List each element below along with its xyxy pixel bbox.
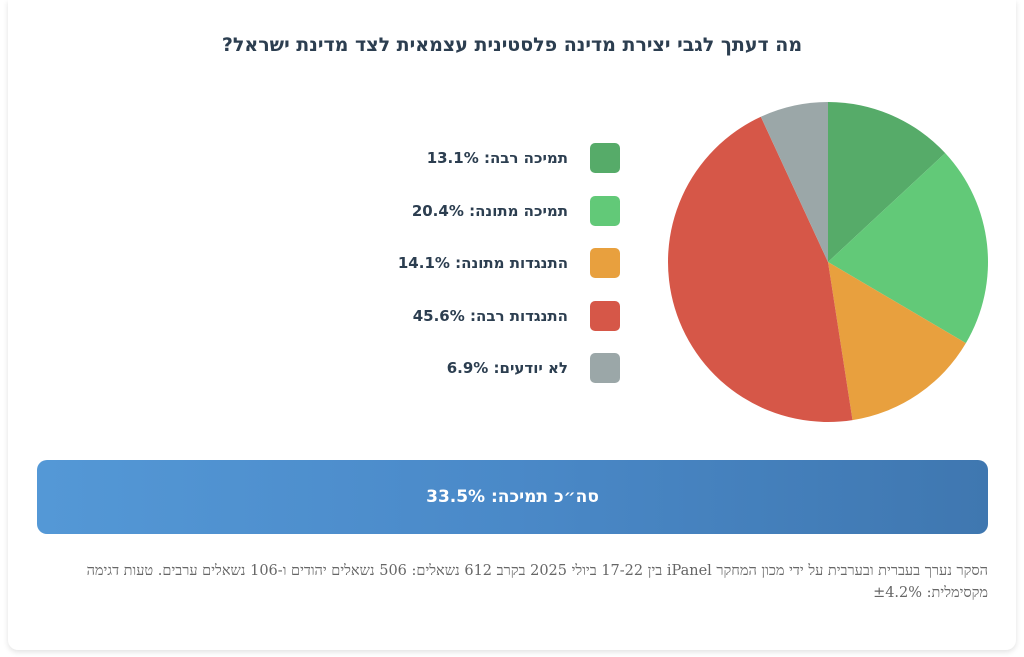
legend-label: תמיכה רבה: 13.1% bbox=[426, 149, 568, 167]
legend-value: 45.6% bbox=[412, 306, 465, 325]
chart-title: מה דעתך לגבי יצירת מדינה פלסטינית עצמאית… bbox=[221, 34, 803, 56]
total-support-text: סה״כ תמיכה: 33.5% bbox=[426, 487, 599, 507]
legend-item-1: תמיכה מתונה: 20.4% bbox=[350, 195, 620, 227]
pie-slice-4 bbox=[760, 102, 828, 262]
pie-slice-2 bbox=[828, 262, 966, 421]
legend-swatch bbox=[590, 353, 620, 383]
legend-label: לא יודעים: 6.9% bbox=[446, 359, 568, 377]
pie-slice-0 bbox=[828, 102, 946, 262]
chart-legend: תמיכה רבה: 13.1% תמיכה מתונה: 20.4% התנגדו… bbox=[350, 142, 620, 405]
legend-label: התנגדות רבה: 45.6% bbox=[412, 306, 568, 325]
legend-item-4: לא יודעים: 6.9% bbox=[350, 352, 620, 384]
pie-slice-1 bbox=[828, 153, 989, 344]
legend-swatch bbox=[590, 300, 620, 331]
legend-value: 20.4% bbox=[411, 201, 464, 220]
legend-category: תמיכה רבה bbox=[489, 149, 568, 167]
legend-swatch bbox=[590, 195, 620, 226]
legend-category: תמיכה מתונה bbox=[475, 201, 568, 220]
legend-category: לא יודעים bbox=[499, 359, 568, 377]
legend-item-3: התנגדות רבה: 45.6% bbox=[350, 300, 620, 332]
survey-methodology-note: הסקר נערך בעברית ובערבית על ידי מכון המח… bbox=[86, 563, 988, 601]
pie-slice-3 bbox=[667, 116, 853, 422]
legend-item-2: התנגדות מתונה: 14.1% bbox=[350, 247, 620, 279]
legend-category: התנגדות מתונה bbox=[461, 254, 568, 272]
legend-item-0: תמיכה רבה: 13.1% bbox=[350, 142, 620, 174]
legend-swatch bbox=[590, 143, 620, 173]
legend-swatch bbox=[590, 248, 620, 278]
legend-value: 6.9% bbox=[446, 359, 489, 377]
legend-category: התנגדות רבה bbox=[476, 306, 568, 325]
legend-label: תמיכה מתונה: 20.4% bbox=[411, 201, 568, 220]
total-support-banner: סה״כ תמיכה: 33.5% bbox=[37, 460, 988, 534]
legend-value: 14.1% bbox=[397, 254, 450, 272]
legend-label: התנגדות מתונה: 14.1% bbox=[397, 254, 568, 272]
legend-value: 13.1% bbox=[426, 149, 479, 167]
pie-chart bbox=[667, 102, 989, 422]
